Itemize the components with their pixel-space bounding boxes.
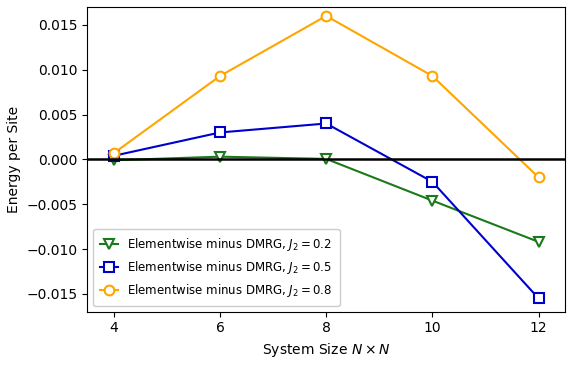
Elementwise minus DMRG, $J_2 = 0.5$ bbox=[429, 180, 436, 184]
Elementwise minus DMRG, $J_2 = 0.8$ bbox=[217, 74, 224, 78]
Elementwise minus DMRG, $J_2 = 0.5$ bbox=[217, 130, 224, 135]
Y-axis label: Energy per Site: Energy per Site bbox=[7, 106, 21, 213]
Elementwise minus DMRG, $J_2 = 0.8$ bbox=[323, 14, 329, 18]
Elementwise minus DMRG, $J_2 = 0.2$ bbox=[535, 240, 542, 244]
Elementwise minus DMRG, $J_2 = 0.5$ bbox=[323, 121, 329, 126]
Elementwise minus DMRG, $J_2 = 0.5$ bbox=[110, 154, 117, 158]
Line: Elementwise minus DMRG, $J_2 = 0.2$: Elementwise minus DMRG, $J_2 = 0.2$ bbox=[109, 152, 543, 247]
Legend: Elementwise minus DMRG, $J_2 = 0.2$, Elementwise minus DMRG, $J_2 = 0.5$, Elemen: Elementwise minus DMRG, $J_2 = 0.2$, Ele… bbox=[93, 229, 340, 306]
Elementwise minus DMRG, $J_2 = 0.5$ bbox=[535, 296, 542, 300]
Line: Elementwise minus DMRG, $J_2 = 0.8$: Elementwise minus DMRG, $J_2 = 0.8$ bbox=[109, 11, 543, 182]
Elementwise minus DMRG, $J_2 = 0.2$ bbox=[217, 154, 224, 159]
Line: Elementwise minus DMRG, $J_2 = 0.5$: Elementwise minus DMRG, $J_2 = 0.5$ bbox=[109, 119, 543, 303]
Elementwise minus DMRG, $J_2 = 0.8$ bbox=[429, 74, 436, 78]
Elementwise minus DMRG, $J_2 = 0.8$ bbox=[535, 175, 542, 179]
X-axis label: System Size $N \times N$: System Size $N \times N$ bbox=[262, 341, 391, 359]
Elementwise minus DMRG, $J_2 = 0.2$ bbox=[429, 198, 436, 203]
Elementwise minus DMRG, $J_2 = 0.2$ bbox=[110, 158, 117, 163]
Elementwise minus DMRG, $J_2 = 0.2$ bbox=[323, 157, 329, 161]
Elementwise minus DMRG, $J_2 = 0.8$ bbox=[110, 151, 117, 155]
